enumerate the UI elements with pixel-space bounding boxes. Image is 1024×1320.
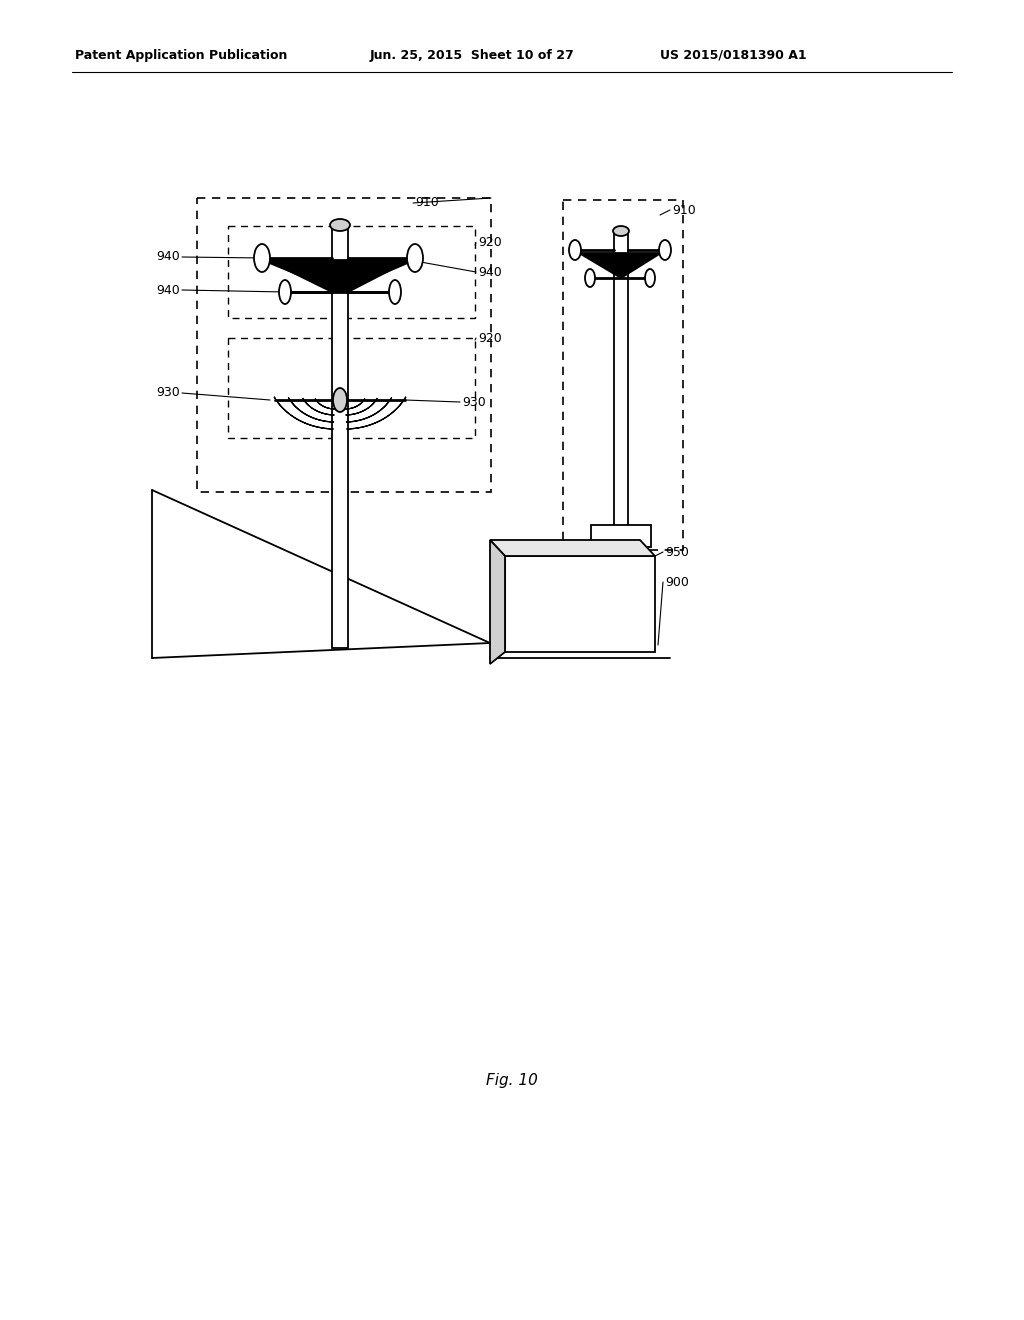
Polygon shape [267, 260, 410, 292]
Bar [228, 226, 475, 318]
Bar [505, 556, 655, 652]
Ellipse shape [389, 280, 401, 304]
Text: 920: 920 [478, 331, 502, 345]
Ellipse shape [659, 240, 671, 260]
Text: Fig. 10: Fig. 10 [486, 1072, 538, 1088]
Text: 930: 930 [157, 387, 180, 400]
Ellipse shape [333, 388, 347, 412]
Text: 940: 940 [157, 284, 180, 297]
Text: 930: 930 [462, 396, 485, 408]
Ellipse shape [645, 269, 655, 286]
Bar [197, 198, 490, 492]
Text: 940: 940 [157, 251, 180, 264]
Text: 900: 900 [665, 576, 689, 589]
Polygon shape [490, 540, 505, 664]
Ellipse shape [254, 244, 270, 272]
Ellipse shape [279, 280, 291, 304]
Bar [563, 201, 683, 550]
Polygon shape [579, 253, 662, 279]
Text: 940: 940 [478, 265, 502, 279]
Bar [591, 525, 651, 546]
Text: 910: 910 [415, 197, 438, 210]
Ellipse shape [330, 219, 350, 231]
Ellipse shape [407, 244, 423, 272]
Text: 950: 950 [665, 545, 689, 558]
Ellipse shape [585, 269, 595, 286]
Text: US 2015/0181390 A1: US 2015/0181390 A1 [660, 49, 807, 62]
Ellipse shape [613, 226, 629, 236]
Polygon shape [267, 261, 410, 292]
Polygon shape [490, 540, 655, 556]
Bar [332, 224, 348, 648]
Text: 920: 920 [478, 236, 502, 249]
Ellipse shape [569, 240, 581, 260]
Bar [614, 231, 628, 548]
Bar [228, 338, 475, 438]
Text: Jun. 25, 2015  Sheet 10 of 27: Jun. 25, 2015 Sheet 10 of 27 [370, 49, 574, 62]
Text: 910: 910 [672, 203, 695, 216]
Text: Patent Application Publication: Patent Application Publication [75, 49, 288, 62]
